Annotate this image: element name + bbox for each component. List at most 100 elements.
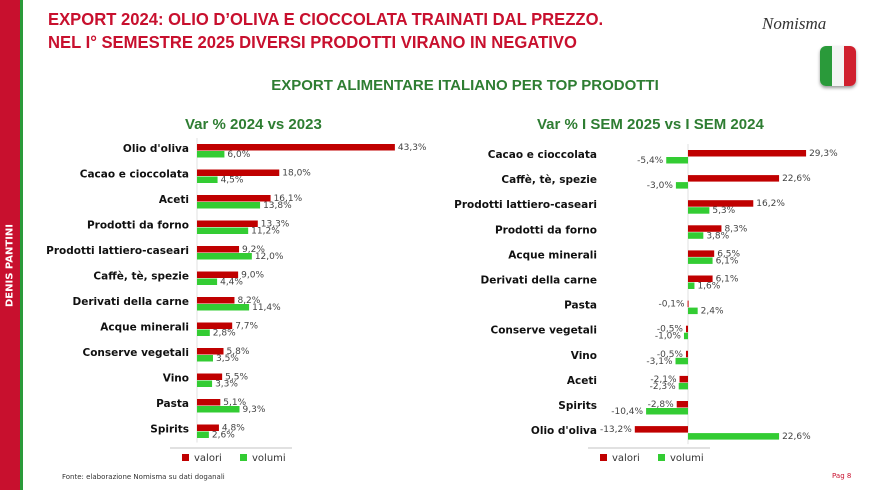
source-note: Fonte: elaborazione Nomisma su dati doga… <box>62 473 225 481</box>
data-label: -2,8% <box>648 400 675 410</box>
data-label: 4,4% <box>220 278 243 288</box>
category-label: Olio d'oliva <box>123 143 189 155</box>
bar-valori <box>685 325 688 333</box>
data-label: 12,0% <box>255 252 284 262</box>
bar-valori <box>197 373 223 380</box>
bar-volumi <box>197 176 218 183</box>
page-number: Pag 8 <box>832 472 852 480</box>
legend-swatch-valori <box>600 454 607 461</box>
bar-valori <box>687 300 689 308</box>
data-label: 2,8% <box>213 329 236 339</box>
data-label: 4,5% <box>221 176 244 186</box>
data-label: 2,4% <box>701 307 724 317</box>
data-label: 8,3% <box>724 224 747 234</box>
sidebar-strip: DENIS PANTINI <box>0 0 23 490</box>
bar-valori <box>197 220 258 227</box>
bar-valori <box>197 169 280 176</box>
category-label: Derivati della carne <box>481 275 597 287</box>
data-label: 6,1% <box>716 256 739 266</box>
data-label: -3,1% <box>646 357 673 367</box>
legend-swatch-valori <box>182 454 189 461</box>
data-label: 6,0% <box>227 150 250 160</box>
italy-flag-icon <box>820 46 856 86</box>
category-label: Spirits <box>558 400 597 412</box>
bar-valori <box>197 348 224 355</box>
data-label: 16,1% <box>274 194 303 204</box>
data-label: -1,0% <box>655 332 682 342</box>
page-title: EXPORT 2024: OLIO D’OLIVA E CIOCCOLATA T… <box>48 8 603 54</box>
nomisma-logo: Nomisma <box>762 14 827 33</box>
data-label: 11,2% <box>251 227 280 237</box>
category-label: Pasta <box>156 398 189 410</box>
data-label: 18,0% <box>282 169 311 179</box>
data-label: 1,6% <box>697 282 720 292</box>
category-label: Aceti <box>159 194 189 206</box>
category-label: Prodotti lattiero-caseari <box>454 199 597 211</box>
data-label: 3,5% <box>216 354 239 364</box>
category-label: Olio d'oliva <box>531 425 597 437</box>
category-label: Pasta <box>564 300 597 312</box>
category-label: Conserve vegetali <box>83 347 189 359</box>
category-label: Acque minerali <box>100 322 189 334</box>
data-label: -5,4% <box>637 156 664 166</box>
category-label: Spirits <box>150 424 189 436</box>
data-label: 29,3% <box>809 149 838 159</box>
bar-volumi <box>197 304 250 311</box>
bar-valori <box>634 426 688 433</box>
data-label: 11,4% <box>252 303 281 313</box>
legend-label-volumi: volumi <box>252 453 286 464</box>
legend-label-volumi: volumi <box>670 453 704 464</box>
category-label: Prodotti lattiero-caseari <box>46 245 189 257</box>
bar-valori <box>688 225 722 232</box>
bar-volumi <box>197 151 225 158</box>
category-label: Vino <box>163 373 189 385</box>
data-label: 3,8% <box>706 231 729 241</box>
data-label: 8,2% <box>237 296 260 306</box>
data-label: 7,7% <box>235 322 258 332</box>
bar-volumi <box>683 332 688 340</box>
title-line-1: EXPORT 2024: OLIO D’OLIVA E CIOCCOLATA T… <box>48 9 604 29</box>
data-label: 6,1% <box>716 275 739 285</box>
bar-volumi <box>688 232 704 239</box>
data-label: -13,2% <box>600 425 632 435</box>
bar-volumi <box>688 307 698 315</box>
bar-volumi <box>688 257 713 264</box>
category-label: Vino <box>571 350 597 362</box>
category-label: Cacao e cioccolata <box>80 169 189 181</box>
bar-valori <box>197 246 240 253</box>
legend-swatch-volumi <box>658 454 665 461</box>
data-label: 5,8% <box>227 347 250 357</box>
data-label: 3,3% <box>215 380 238 390</box>
legend-label-valori: valori <box>194 453 222 464</box>
bar-volumi <box>197 355 213 362</box>
category-label: Acque minerali <box>508 249 597 261</box>
data-label: -0,5% <box>657 350 684 360</box>
category-label: Aceti <box>567 375 597 387</box>
bar-volumi <box>675 182 688 189</box>
bar-valori <box>685 350 688 358</box>
category-label: Derivati della carne <box>73 296 189 308</box>
bar-volumi <box>197 227 249 234</box>
bar-volumi <box>197 202 261 209</box>
data-label: 2,6% <box>212 431 235 441</box>
bar-valori <box>676 401 688 408</box>
chart-title-left: Var % 2024 vs 2023 <box>185 116 322 133</box>
legend-swatch-volumi <box>240 454 247 461</box>
bar-valori <box>688 150 807 157</box>
data-label: -0,5% <box>657 325 684 335</box>
data-label: -2,1% <box>650 375 677 385</box>
data-label: 5,1% <box>223 398 246 408</box>
data-label: 9,3% <box>243 405 266 415</box>
bar-valori <box>197 424 219 431</box>
data-label: 4,8% <box>222 424 245 434</box>
data-label: 9,2% <box>242 245 265 255</box>
bar-valori <box>679 375 688 383</box>
bar-volumi <box>646 408 688 415</box>
data-label: 43,3% <box>398 143 427 153</box>
bar-volumi <box>197 253 252 260</box>
bar-volumi <box>688 207 710 214</box>
bar-valori <box>197 399 221 406</box>
bar-valori <box>197 271 239 278</box>
data-label: 13,3% <box>261 220 290 230</box>
